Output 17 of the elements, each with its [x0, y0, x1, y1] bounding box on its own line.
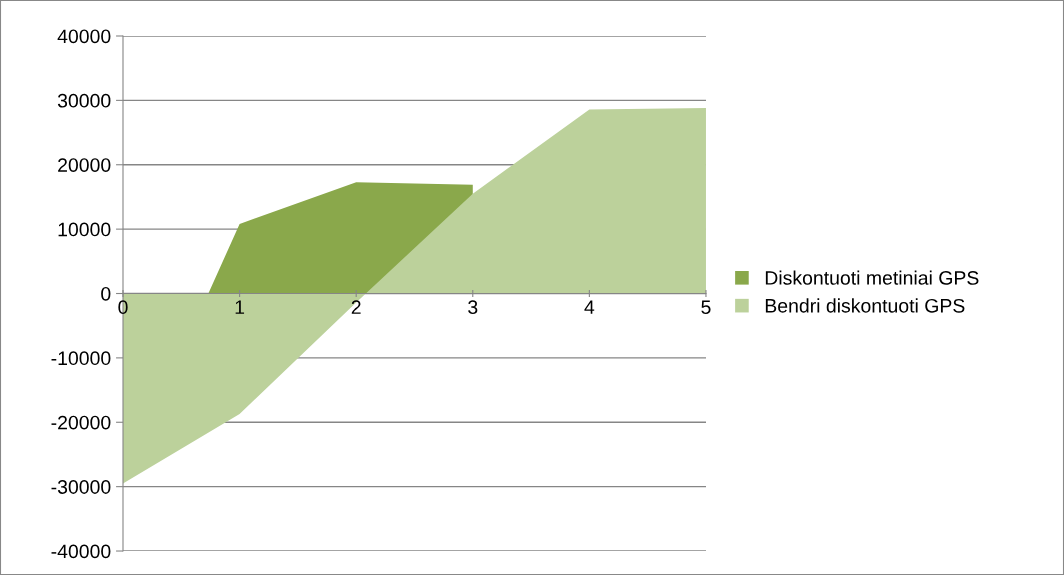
y-tick-label: 30000	[57, 93, 111, 108]
x-tick-label: 1	[235, 300, 245, 314]
y-tick-label: 20000	[58, 158, 111, 172]
y-tick-label: 40000	[57, 29, 111, 44]
x-tick-label: 2	[351, 300, 361, 314]
legend-label: Bendri diskontuoti GPS	[765, 298, 965, 313]
y-tick-label: -10000	[51, 351, 111, 366]
legend-label: Diskontuoti metiniai GPS	[765, 270, 979, 285]
x-tick-label: 3	[468, 300, 478, 315]
x-tick-label: 0	[118, 300, 128, 315]
x-tick-label: 5	[701, 300, 711, 315]
y-tick-label: -30000	[51, 480, 111, 494]
y-tick-label: 0	[101, 286, 111, 301]
y-tick-label: 10000	[58, 222, 111, 237]
x-tick-label: 4	[584, 300, 595, 314]
y-tick-label: -40000	[51, 544, 111, 559]
y-tick-label: -20000	[51, 415, 111, 430]
